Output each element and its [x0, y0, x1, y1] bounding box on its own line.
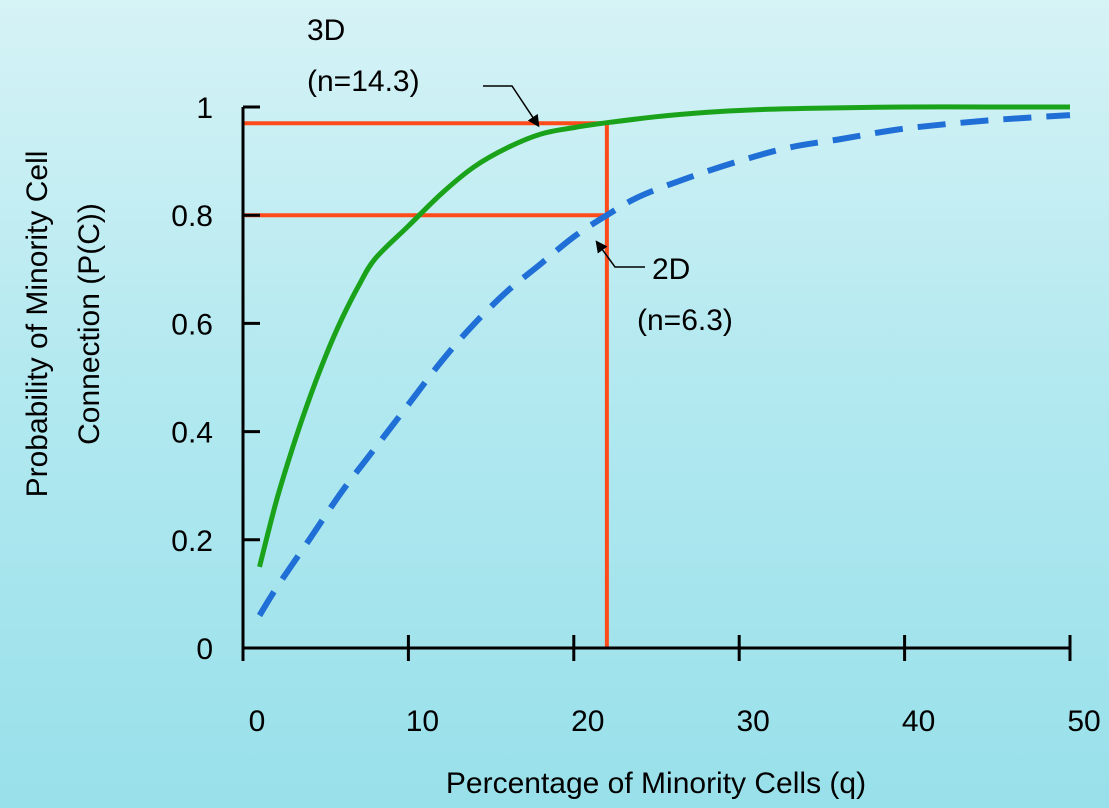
- annotation-3d-label: 3D: [307, 14, 345, 47]
- x-tick-label: 40: [902, 705, 935, 738]
- y-tick-label: 0.6: [171, 308, 213, 341]
- series-layer: [256, 104, 1071, 618]
- y-tick-label: 0: [196, 633, 213, 666]
- x-tick-label: 20: [571, 705, 604, 738]
- x-tick-label: 0: [249, 705, 266, 738]
- axes: [241, 107, 1070, 650]
- annotation-3d: 3D (n=14.3): [307, 14, 540, 128]
- x-axis-title: Percentage of Minority Cells (q): [446, 767, 866, 800]
- y-tick-label: 0.4: [171, 417, 213, 450]
- annotation-3d-leader: [483, 85, 540, 128]
- y-tick-label: 0.2: [171, 525, 213, 558]
- y-axis-title-line1: Probability of Minority Cell: [21, 151, 54, 498]
- annotation-2d-n: (n=6.3): [637, 304, 733, 337]
- annotation-2d-label: 2D: [652, 253, 690, 286]
- series-line-2d: [256, 112, 1071, 618]
- y-tick-label: 1: [196, 92, 213, 125]
- x-tick-label: 50: [1067, 705, 1100, 738]
- series-line-3d: [257, 104, 1070, 568]
- x-tick-label: 10: [406, 705, 439, 738]
- x-tick-label: 30: [737, 705, 770, 738]
- reference-lines: [243, 121, 609, 648]
- y-axis-title-line2: Connection (P(C)): [73, 203, 106, 445]
- ticks: 0 10 20 30 40 50 0 0.2 0.4 0.6 0.8 1: [171, 92, 1100, 738]
- annotation-2d-leader: [595, 240, 645, 268]
- annotation-2d: 2D (n=6.3): [595, 240, 733, 337]
- annotation-3d-n: (n=14.3): [307, 65, 420, 98]
- y-tick-label: 0.8: [171, 200, 213, 233]
